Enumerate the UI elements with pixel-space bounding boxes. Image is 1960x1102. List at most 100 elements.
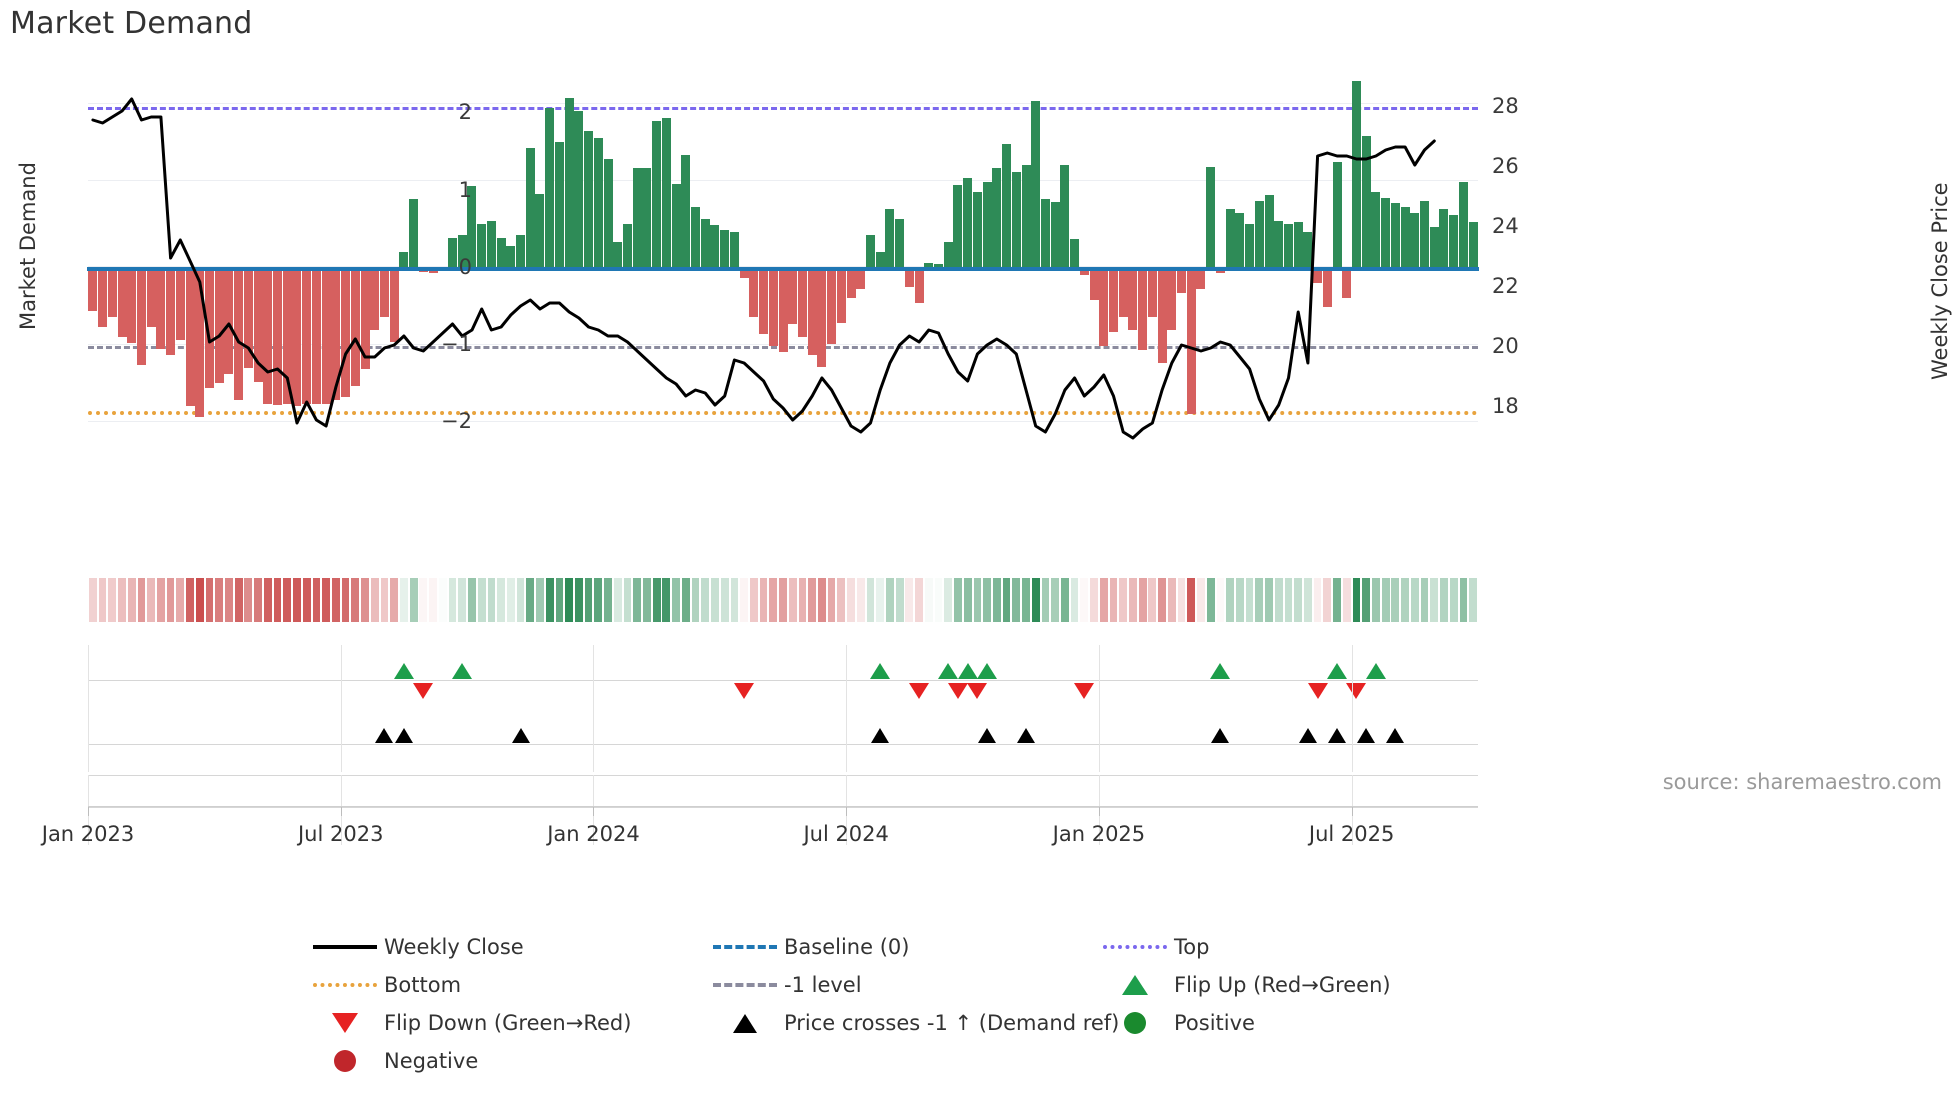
demand-bar — [1186, 268, 1196, 414]
heatmap-cell — [730, 578, 739, 622]
baseline-stub — [1331, 266, 1343, 271]
baseline-stub — [1030, 266, 1042, 271]
legend-label: Negative — [384, 1049, 479, 1073]
baseline-stub — [1146, 266, 1158, 271]
heatmap-cell — [1138, 578, 1147, 622]
baseline-stub — [1234, 266, 1246, 271]
heatmap-cell — [322, 578, 331, 622]
demand-bar — [1060, 164, 1070, 269]
demand-bar — [234, 268, 244, 400]
heatmap-cell — [1041, 578, 1050, 622]
x-gridline — [340, 712, 342, 772]
demand-bar — [98, 268, 108, 327]
demand-bar — [943, 241, 953, 269]
baseline-stub — [476, 266, 488, 271]
heatmap-cell — [701, 578, 710, 622]
legend-item-price-crosses[interactable]: Price crosses -1 ↑ (Demand ref) — [706, 1004, 1119, 1042]
x-tick-mark — [1351, 806, 1353, 816]
legend-label: Positive — [1174, 1011, 1255, 1035]
heatmap-cell — [1284, 578, 1293, 622]
baseline-stub — [1282, 266, 1294, 271]
gridline-1 — [88, 180, 1478, 181]
demand-bar — [963, 177, 973, 269]
legend-item-flip-up[interactable]: Flip Up (Red→Green) — [1096, 966, 1496, 1004]
y-tick-label: −2 — [441, 409, 472, 433]
x-tick-mark — [593, 806, 595, 816]
price-cross-marker-icon — [1017, 728, 1035, 743]
baseline-stub — [933, 266, 945, 271]
heatmap-cell — [302, 578, 311, 622]
heatmap-cell — [633, 578, 642, 622]
legend-item-positive[interactable]: Positive — [1096, 1004, 1496, 1042]
demand-bar — [1040, 199, 1050, 269]
heatmap-cell — [1158, 578, 1166, 622]
demand-bar — [720, 230, 730, 269]
baseline-stub — [1059, 266, 1071, 271]
heatmap-cell — [98, 578, 107, 622]
flip-up-icon — [1096, 975, 1174, 995]
x-gridline — [1351, 645, 1353, 715]
price-cross-marker-icon — [394, 728, 413, 743]
baseline-stub — [796, 266, 808, 271]
baseline-stub — [456, 266, 468, 271]
heatmap-cell — [1420, 578, 1429, 622]
baseline-stub — [767, 266, 779, 271]
baseline-stub — [1127, 266, 1139, 271]
baseline-stub — [233, 266, 245, 271]
legend-row: Flip Down (Green→Red) Price crosses -1 ↑ … — [306, 1004, 1636, 1042]
baseline-stub — [184, 266, 196, 271]
baseline-stub — [758, 266, 770, 271]
heatmap-cell — [652, 578, 661, 622]
demand-bar — [1225, 208, 1235, 269]
heatmap-cell — [497, 578, 505, 622]
demand-bar — [1118, 268, 1128, 317]
heatmap-cell — [458, 578, 467, 622]
baseline-stub — [835, 266, 847, 271]
baseline-stub — [252, 266, 264, 271]
demand-bar — [535, 193, 545, 269]
demand-bar — [1031, 101, 1041, 269]
demand-bar — [409, 199, 419, 269]
flip-down-marker-icon — [967, 683, 988, 699]
demand-bar — [1332, 162, 1342, 269]
legend-item-flip-down[interactable]: Flip Down (Green→Red) — [306, 1004, 706, 1042]
legend-item-top[interactable]: Top — [1096, 928, 1496, 966]
demand-bar — [1264, 194, 1274, 269]
demand-bar — [1050, 202, 1060, 269]
demand-bar — [574, 110, 584, 269]
demand-bar — [992, 168, 1002, 269]
heatmap-cell — [555, 578, 564, 622]
baseline-stub — [738, 266, 750, 271]
demand-bar — [681, 154, 691, 269]
baseline-stub — [806, 266, 818, 271]
heatmap-cell — [157, 578, 165, 622]
heatmap-cell — [827, 578, 836, 622]
legend-item-weekly-close[interactable]: Weekly Close — [306, 928, 706, 966]
baseline-stub — [447, 266, 458, 271]
flip-up-marker-icon — [1365, 663, 1386, 679]
demand-bar — [486, 220, 496, 269]
demand-bar — [516, 234, 526, 269]
demand-bar — [1070, 239, 1080, 269]
demand-bar — [1439, 208, 1449, 269]
baseline-stub — [359, 266, 371, 271]
legend-item-minus1-level[interactable]: -1 level — [706, 966, 1096, 1004]
flip-up-marker-icon — [1210, 663, 1231, 679]
heatmap-cell — [954, 578, 962, 622]
legend-item-negative[interactable]: Negative — [306, 1042, 706, 1080]
legend-item-bottom[interactable]: Bottom — [306, 966, 706, 1004]
legend-item-baseline[interactable]: Baseline (0) — [706, 928, 1096, 966]
baseline-stub — [612, 266, 624, 271]
heatmap-cell — [1206, 578, 1215, 622]
heatmap-cell — [1245, 578, 1254, 622]
baseline-stub — [1273, 266, 1285, 271]
baseline-stub — [1176, 266, 1188, 271]
heatmap-cell — [331, 578, 340, 622]
heatmap-cell — [973, 578, 982, 622]
x-tick-label: Jan 2025 — [1052, 822, 1146, 846]
baseline-stub — [1098, 266, 1110, 271]
heatmap-cell — [1090, 578, 1098, 622]
demand-bar — [856, 268, 866, 289]
heatmap-cell — [574, 578, 583, 622]
heatmap-cell — [915, 578, 923, 622]
